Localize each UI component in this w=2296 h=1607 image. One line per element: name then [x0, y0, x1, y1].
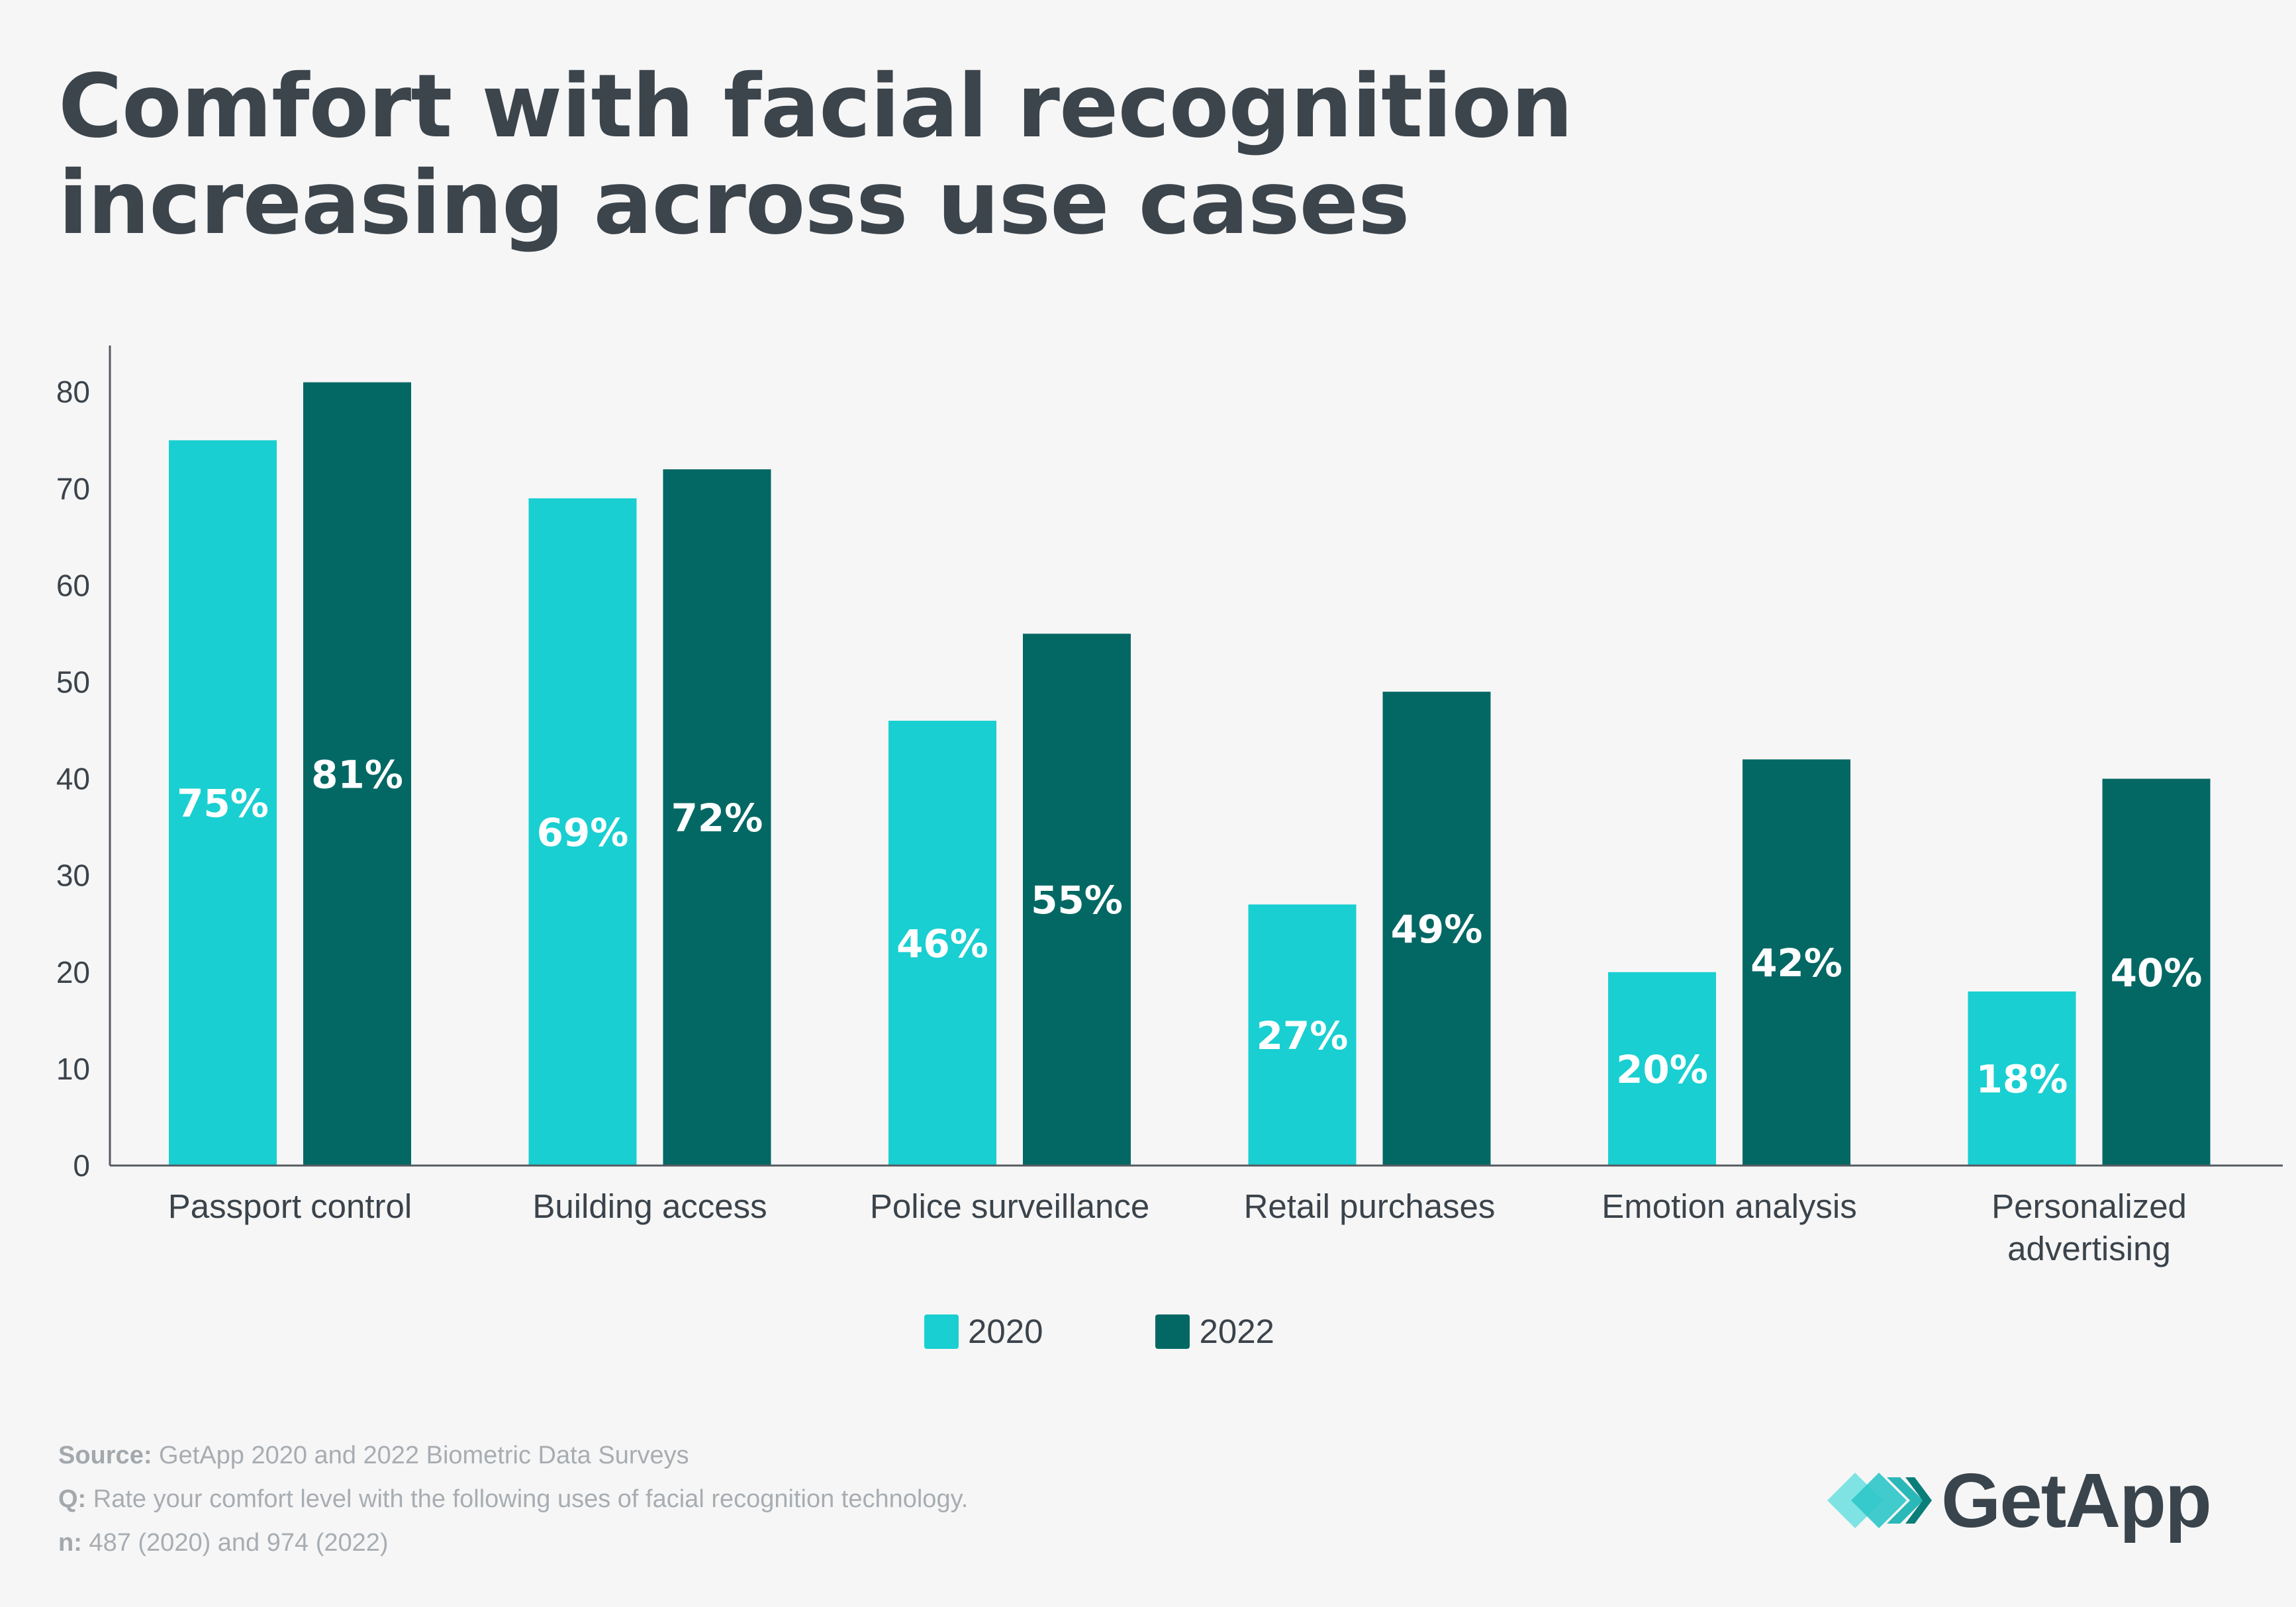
- legend-label-2020: 2020: [968, 1312, 1043, 1350]
- bar-2022: [1743, 759, 1850, 1166]
- y-tick-label: 80: [56, 375, 90, 409]
- legend-label-2022: 2022: [1199, 1312, 1274, 1350]
- getapp-logo-text: GetApp: [1941, 1457, 2212, 1543]
- source-line: Source: GetApp 2020 and 2022 Biometric D…: [58, 1434, 968, 1477]
- bar-2020: [169, 440, 277, 1166]
- legend-swatch-2022: [1155, 1314, 1190, 1349]
- bar-2022: [2102, 778, 2211, 1166]
- source-text: GetApp 2020 and 2022 Biometric Data Surv…: [152, 1442, 689, 1469]
- data-label-2022: 49%: [1391, 907, 1483, 952]
- sample-size-line: n: 487 (2020) and 974 (2022): [58, 1521, 968, 1565]
- bar-2022: [303, 382, 411, 1166]
- getapp-logo-icon: [1827, 1473, 1932, 1528]
- bar-2022: [663, 469, 771, 1166]
- bar-2020: [888, 720, 996, 1166]
- data-label-2020: 18%: [1976, 1057, 2068, 1102]
- bar-2020: [1608, 972, 1716, 1166]
- question-label: Q:: [58, 1485, 87, 1513]
- y-tick-label: 70: [56, 471, 90, 506]
- bar-chart: 0 10 20 30 40 50 60 70 80 75% 81% 69% 72% 46% 55% 27% 4…: [56, 345, 2283, 1267]
- data-label-2020: 69%: [537, 810, 629, 855]
- legend: 2020 2022: [924, 1312, 1274, 1351]
- y-tick-label: 10: [56, 1052, 90, 1086]
- y-tick-label: 30: [56, 858, 90, 893]
- y-tick-label: 60: [56, 568, 90, 602]
- x-tick-label: Retail purchases: [1244, 1187, 1496, 1225]
- data-label-2020: 75%: [177, 781, 269, 826]
- chart-title: Comfort with facial recognition increasi…: [58, 58, 1780, 252]
- y-tick-label: 0: [73, 1148, 90, 1183]
- y-tick-label: 40: [56, 762, 90, 796]
- x-tick-label: Building access: [532, 1187, 767, 1225]
- y-tick-label: 20: [56, 955, 90, 989]
- source-label: Source:: [58, 1442, 152, 1469]
- x-tick-label: Police surveillance: [870, 1187, 1149, 1225]
- legend-swatch-2020: [924, 1314, 959, 1349]
- getapp-logo: GetApp: [1822, 1456, 2212, 1545]
- footer-notes: Source: GetApp 2020 and 2022 Biometric D…: [58, 1434, 968, 1565]
- question-line: Q: Rate your comfort level with the foll…: [58, 1477, 968, 1521]
- x-tick-label: Personalized advertising: [1991, 1187, 2187, 1267]
- x-axis-ticks: Passport control Building access Police su…: [168, 1187, 2187, 1267]
- legend-item-2022: 2022: [1155, 1312, 1274, 1351]
- data-label-2020: 27%: [1257, 1013, 1349, 1058]
- bar-2020: [528, 498, 637, 1166]
- y-tick-label: 50: [56, 665, 90, 700]
- data-label-2022: 40%: [2111, 950, 2203, 995]
- data-label-2020: 46%: [896, 921, 988, 966]
- legend-item-2020: 2020: [924, 1312, 1043, 1351]
- x-tick-label: Emotion analysis: [1602, 1187, 1857, 1225]
- question-text: Rate your comfort level with the followi…: [86, 1485, 969, 1513]
- chart-title-line-2: increasing across use cases: [58, 152, 1410, 254]
- sample-size-label: n:: [58, 1529, 82, 1557]
- bar-2020: [1968, 991, 2076, 1166]
- data-label-2020: 20%: [1616, 1047, 1708, 1092]
- data-label-2022: 55%: [1031, 878, 1123, 923]
- sample-size-text: 487 (2020) and 974 (2022): [81, 1529, 389, 1557]
- chart-title-line-1: Comfort with facial recognition: [58, 56, 1573, 158]
- bars: [169, 382, 2211, 1166]
- bar-2020: [1248, 904, 1357, 1166]
- data-label-2022: 81%: [311, 752, 403, 797]
- data-label-2022: 72%: [671, 796, 763, 841]
- y-axis-ticks: 0 10 20 30 40 50 60 70 80: [56, 375, 90, 1183]
- data-label-2022: 42%: [1750, 941, 1842, 986]
- data-labels: 75% 81% 69% 72% 46% 55% 27% 49% 20% 42% 18% 40%: [177, 752, 2202, 1101]
- bar-2022: [1382, 692, 1491, 1166]
- x-tick-label: Passport control: [168, 1187, 412, 1225]
- bar-2022: [1023, 633, 1131, 1166]
